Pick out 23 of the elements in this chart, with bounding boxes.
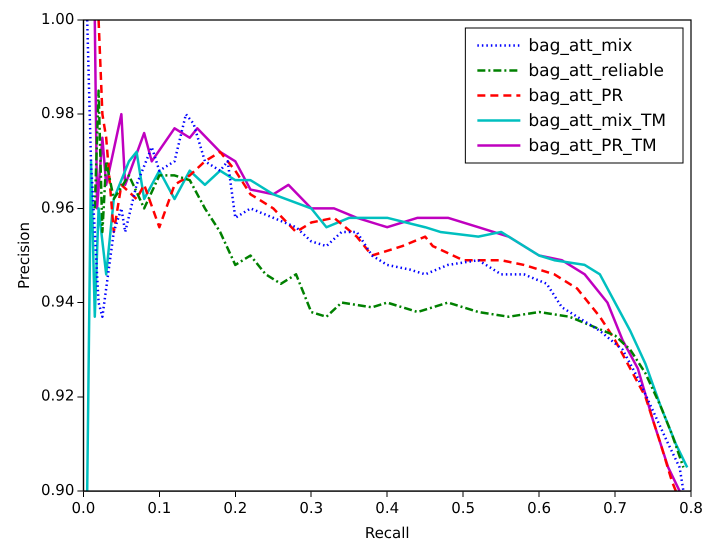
x-tick-label: 0.2 [223,498,248,517]
y-tick-label: 1.00 [40,10,74,28]
y-tick-label: 0.92 [40,386,74,405]
legend-label: bag_att_mix [528,36,632,56]
x-tick-label: 0.5 [451,498,476,517]
x-tick-label: 0.1 [147,498,172,517]
legend-label: bag_att_mix_TM [528,110,666,131]
legend-label: bag_att_PR [528,86,624,106]
y-axis-title: Precision [14,222,33,289]
y-tick-label: 0.94 [40,292,74,310]
line-series [94,89,685,469]
x-axis-title: Recall [364,524,410,542]
x-tick-label: 0.4 [375,498,400,517]
y-tick-label: 0.96 [40,198,74,216]
legend-label: bag_att_reliable [528,60,664,81]
legend-label: bag_att_PR_TM [528,136,657,156]
x-tick-label: 0.7 [603,498,627,517]
x-tick-label: 0.0 [71,498,96,517]
x-tick-label: 0.6 [527,498,552,517]
x-tick-label: 0.3 [299,498,324,517]
x-tick-label: 0.8 [679,498,703,517]
y-tick-label: 0.90 [40,480,74,499]
y-tick-label: 0.98 [40,104,74,122]
